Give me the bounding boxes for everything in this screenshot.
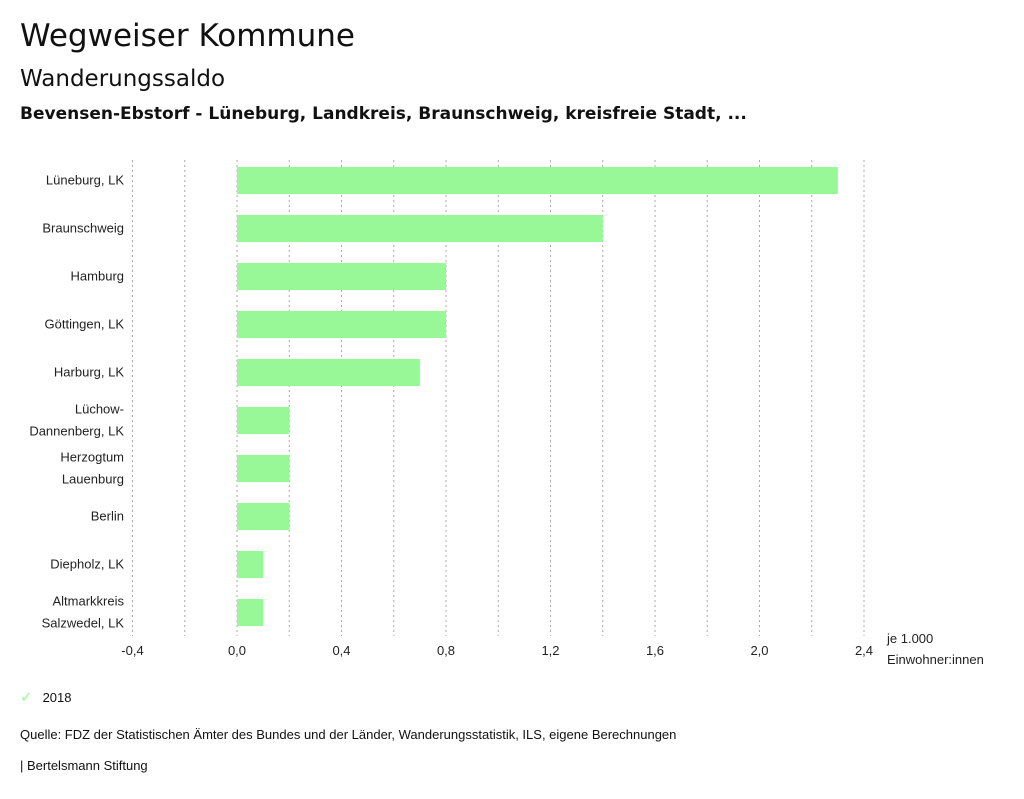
bar: [237, 455, 290, 482]
x-tick-label: 0,8: [437, 643, 455, 658]
category-label: Göttingen, LK: [45, 317, 125, 332]
x-axis-label: Einwohner:innen: [887, 652, 984, 667]
category-label: Lauenburg: [62, 472, 124, 487]
category-label: Berlin: [91, 509, 124, 524]
indicator-title: Wanderungssaldo: [20, 66, 226, 92]
category-label: Lüneburg, LK: [46, 173, 124, 188]
category-label: Braunschweig: [42, 221, 124, 236]
bar: [237, 407, 290, 434]
category-label: Diepholz, LK: [50, 557, 124, 572]
x-tick-label: 0,0: [228, 643, 246, 658]
category-label: Salzwedel, LK: [42, 616, 125, 631]
x-tick-label: 1,6: [646, 643, 664, 658]
x-tick-label: -0,4: [121, 643, 143, 658]
legend-item-2018[interactable]: ✓ 2018: [20, 688, 72, 706]
bar: [237, 167, 838, 194]
x-tick-label: 2,4: [855, 643, 873, 658]
source-note: Quelle: FDZ der Statistischen Ämter des …: [20, 727, 677, 742]
x-tick-label: 2,0: [750, 643, 768, 658]
bar: [237, 503, 290, 530]
bar: [237, 599, 264, 626]
bar: [237, 215, 603, 242]
category-label: Lüchow-: [75, 402, 124, 417]
x-tick-label: 0,4: [332, 643, 350, 658]
bar-chart: -0,4 0,0 0,4 0,8 1,2 1,6 2,0 2,4 je 1.000 Einwohn…: [29, 160, 984, 667]
region-selection: Bevensen-Ebstorf - Lüneburg, Landkreis, …: [20, 104, 747, 124]
bar: [237, 551, 264, 578]
category-label: Dannenberg, LK: [29, 424, 124, 439]
category-label: Herzogtum: [60, 450, 124, 465]
category-label: Hamburg: [71, 269, 124, 284]
bar: [237, 311, 446, 338]
legend-label: 2018: [42, 689, 72, 705]
bar: [237, 263, 446, 290]
x-tick-label: 1,2: [541, 643, 559, 658]
category-label: Harburg, LK: [54, 365, 124, 380]
x-axis-label: je 1.000: [886, 631, 933, 646]
check-icon: ✓: [20, 689, 33, 706]
bar: [237, 359, 420, 386]
page-title: Wegweiser Kommune: [20, 18, 355, 54]
brand-credit: | Bertelsmann Stiftung: [20, 758, 148, 773]
category-label: Altmarkkreis: [52, 594, 124, 609]
